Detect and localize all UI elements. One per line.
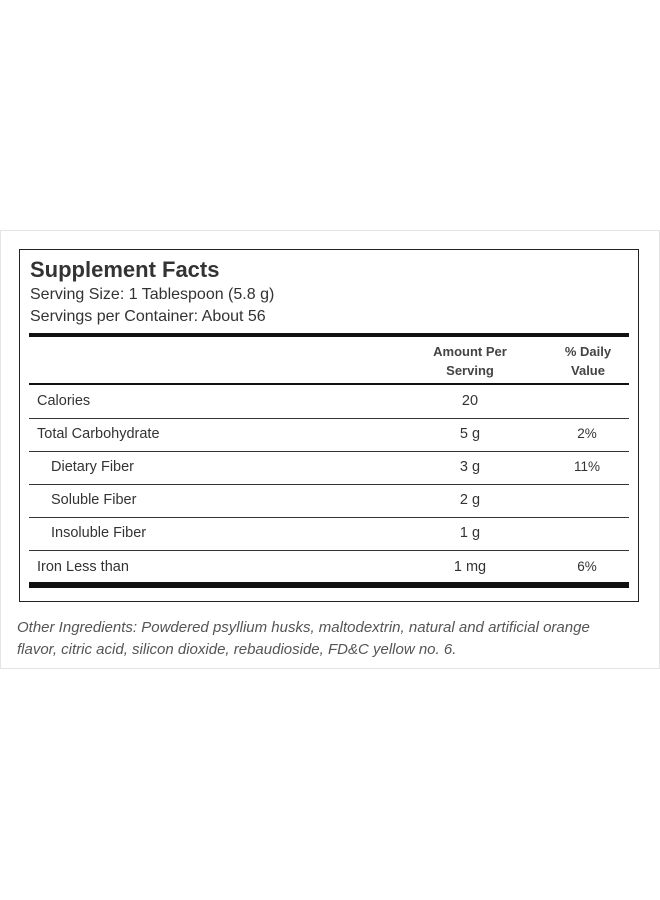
divider xyxy=(29,383,629,385)
nutrient: Iron Less than xyxy=(37,559,129,575)
row: Insoluble Fiber 1 g xyxy=(29,517,629,551)
nutrient: Total Carbohydrate xyxy=(37,426,160,442)
servings-per-container: Servings per Container: About 56 xyxy=(30,308,266,325)
row: Dietary Fiber 3 g 11% xyxy=(29,451,629,485)
row: Calories 20 xyxy=(29,385,629,419)
label-card: Supplement Facts Serving Size: 1 Tablesp… xyxy=(0,230,660,669)
nutrient: Dietary Fiber xyxy=(51,459,134,475)
nutrient: Calories xyxy=(37,393,91,409)
row: Total Carbohydrate 5 g 2% xyxy=(29,418,629,452)
row: Soluble Fiber 2 g xyxy=(29,484,629,518)
amount: 3 g xyxy=(459,459,481,475)
amount: 1 g xyxy=(459,525,481,541)
amount: 20 xyxy=(461,393,479,409)
dv-header: % Daily Value xyxy=(564,344,612,378)
title: Supplement Facts xyxy=(30,257,220,282)
other-ingredients: Other Ingredients: Powdered psyllium hus… xyxy=(17,619,590,658)
serving-size: Serving Size: 1 Tablespoon (5.8 g) xyxy=(30,286,275,303)
daily-value: 6% xyxy=(577,559,597,574)
nutrient: Soluble Fiber xyxy=(51,492,137,508)
amount: 5 g xyxy=(459,426,481,442)
nutrient: Insoluble Fiber xyxy=(51,525,147,541)
divider xyxy=(29,333,629,337)
divider xyxy=(29,582,629,588)
row: Iron Less than 1 mg 6% xyxy=(29,551,629,584)
amount: 1 mg xyxy=(453,559,487,575)
daily-value: 2% xyxy=(577,426,597,441)
facts-panel: Supplement Facts Serving Size: 1 Tablesp… xyxy=(19,249,639,602)
amount: 2 g xyxy=(459,492,481,508)
daily-value: 11% xyxy=(573,459,601,474)
amount-header: Amount Per Serving xyxy=(433,344,507,378)
